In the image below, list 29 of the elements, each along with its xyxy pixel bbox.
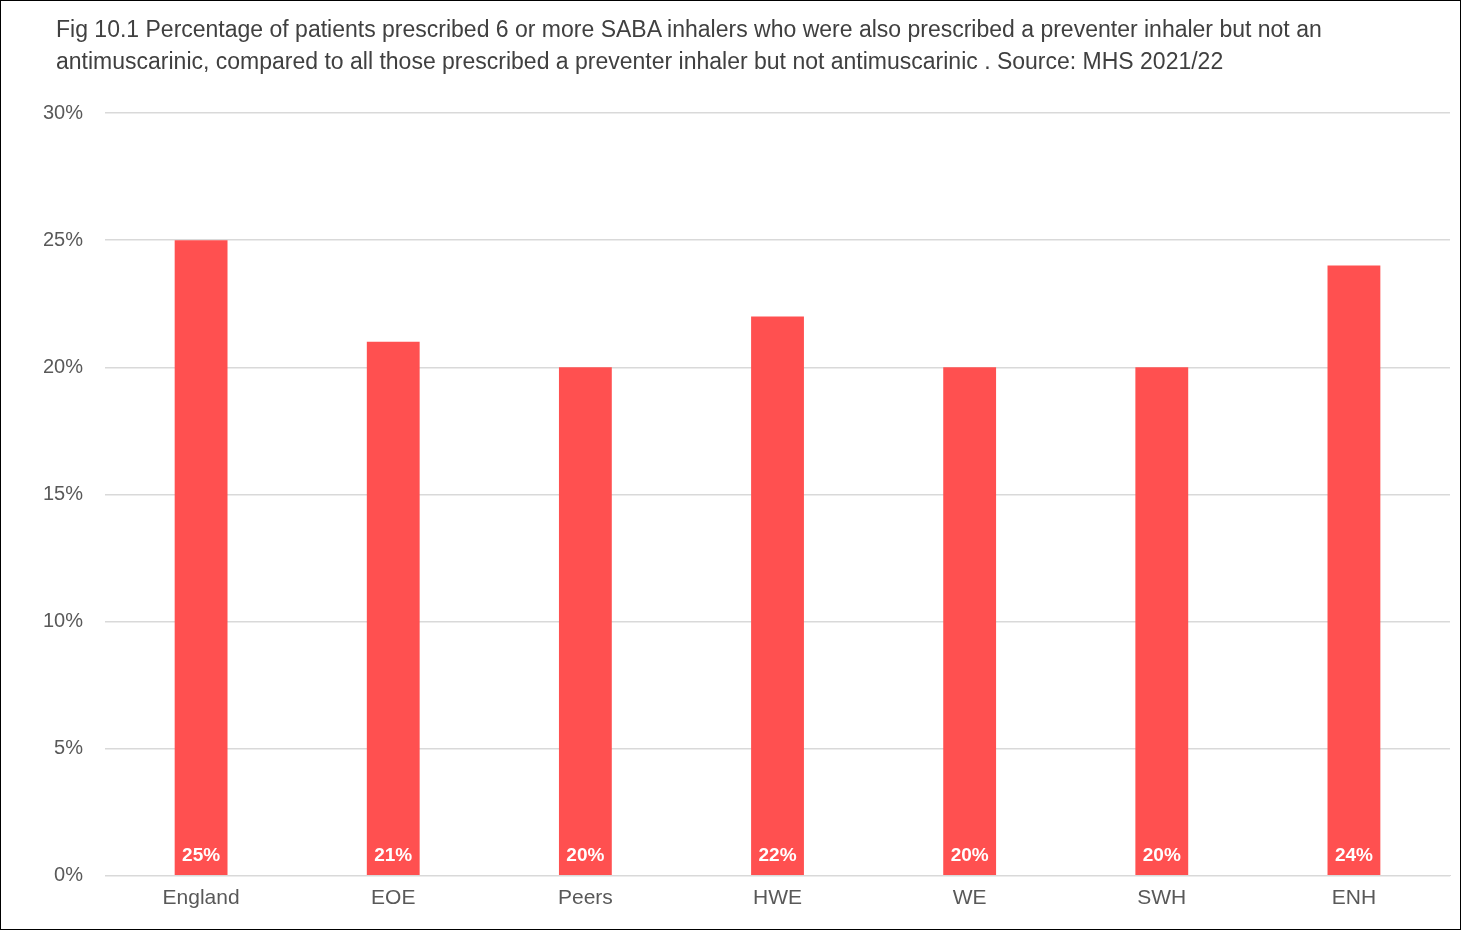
data-label: 20% bbox=[950, 843, 989, 865]
y-tick-label: 30% bbox=[43, 100, 84, 123]
data-label: 21% bbox=[374, 843, 413, 865]
bar bbox=[1135, 367, 1189, 876]
data-label: 20% bbox=[1142, 843, 1181, 865]
data-label: 25% bbox=[182, 843, 221, 865]
y-tick-label: 5% bbox=[54, 736, 84, 759]
bar bbox=[366, 341, 420, 876]
y-tick-label: 25% bbox=[43, 227, 84, 250]
x-tick-label: WE bbox=[952, 885, 987, 909]
y-tick-label: 15% bbox=[43, 481, 84, 504]
x-tick-label: England bbox=[162, 885, 240, 909]
bar bbox=[751, 316, 804, 876]
data-label: 22% bbox=[758, 843, 797, 865]
x-tick-label: HWE bbox=[753, 885, 803, 909]
data-label: 24% bbox=[1334, 843, 1374, 865]
y-tick-label: 10% bbox=[43, 609, 84, 632]
x-tick-label: ENH bbox=[1331, 885, 1377, 909]
y-tick-label: 0% bbox=[54, 863, 84, 886]
data-label: 20% bbox=[566, 843, 605, 865]
x-tick-label: EOE bbox=[371, 885, 416, 909]
bar bbox=[943, 367, 997, 876]
chart-title: Fig 10.1 Percentage of patients prescribed 6 or more SABA inhalers who were also prescribed a preventer inhaler but not an antimuscarinic, compared to all those prescribed a preventer inhaler but not antimuscarinic . Source: MHS 2021/22 bbox=[55, 15, 1323, 76]
x-tick-label: Peers bbox=[557, 885, 613, 909]
bar bbox=[558, 367, 612, 876]
bar bbox=[174, 240, 228, 876]
y-tick-label: 20% bbox=[43, 354, 84, 377]
x-tick-label: SWH bbox=[1137, 885, 1187, 909]
bar bbox=[1327, 265, 1381, 876]
